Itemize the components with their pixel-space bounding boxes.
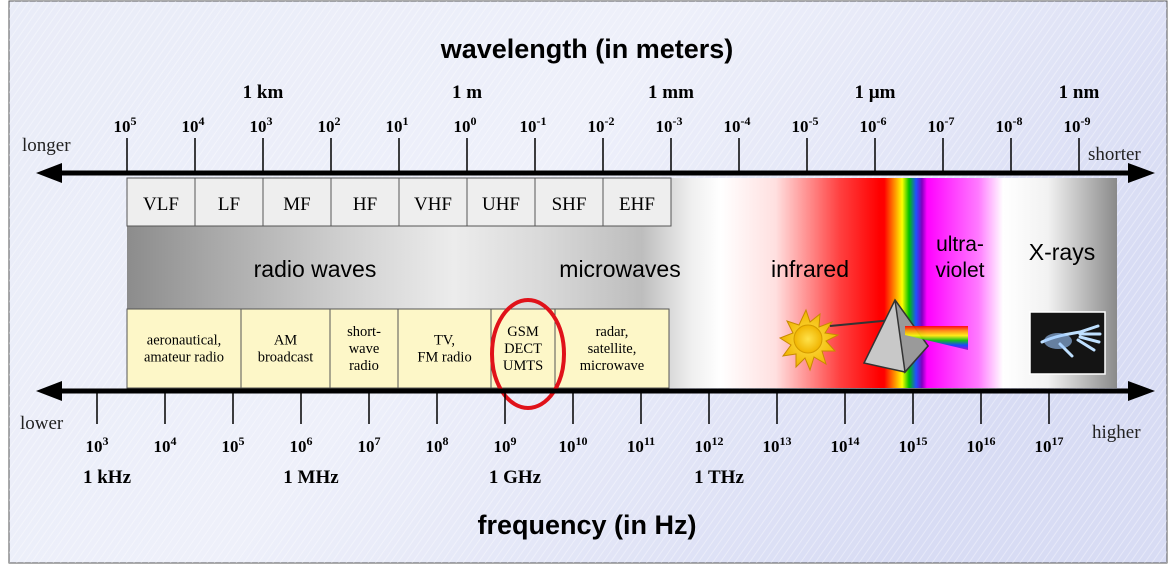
band-box <box>262 177 332 227</box>
ultraviolet-label-line2: violet <box>935 259 984 282</box>
frequency-unit-label: 1 THz <box>694 467 744 488</box>
xray-hand-icon <box>1029 311 1106 375</box>
frequency-ticks: 103 104 105 106 107 108 109 1010 1011 1012 1013 101… <box>83 393 1064 488</box>
band-box <box>398 177 468 227</box>
application-label: amateur radio <box>144 350 224 366</box>
higher-label: higher <box>1092 422 1141 443</box>
frequency-unit-label: 1 MHz <box>283 467 339 488</box>
longer-label: longer <box>22 135 71 156</box>
wavelength-unit-label: 1 µm <box>854 82 895 103</box>
application-label: AM <box>274 333 297 349</box>
application-label: microwave <box>580 358 644 374</box>
application-label: aeronautical, <box>147 333 221 349</box>
application-box <box>397 308 492 389</box>
band-label: EHF <box>619 194 655 215</box>
application-label: wave <box>349 341 380 357</box>
frequency-unit-label: 1 kHz <box>83 467 132 488</box>
application-box <box>554 308 670 389</box>
wavelength-unit-label: 1 km <box>243 82 284 103</box>
application-label: short- <box>347 324 381 340</box>
frequency-unit-label: 1 GHz <box>489 467 542 488</box>
lower-label: lower <box>20 413 64 434</box>
ultraviolet-label-line1: ultra- <box>936 233 984 256</box>
sun-icon <box>778 308 840 372</box>
application-label: satellite, <box>588 341 637 357</box>
highlight-ring <box>490 298 566 410</box>
application-label: FM radio <box>417 350 471 366</box>
radio-waves-label: radio waves <box>254 256 377 282</box>
application-label: TV, <box>434 333 455 349</box>
band-box <box>602 177 672 227</box>
band-label: UHF <box>482 194 520 215</box>
frequency-title: frequency (in Hz) <box>477 510 696 540</box>
application-label: DECT <box>504 341 542 357</box>
band-label: VHF <box>414 194 452 215</box>
prism-icon <box>829 298 968 374</box>
application-label: GSM <box>507 324 539 340</box>
band-label: VLF <box>143 194 179 215</box>
application-label: UMTS <box>503 358 543 374</box>
band-box <box>534 177 604 227</box>
xrays-label: X-rays <box>1029 239 1095 265</box>
band-label: SHF <box>552 194 587 215</box>
application-box <box>490 308 556 389</box>
microwaves-label: microwaves <box>559 256 680 282</box>
wavelength-unit-label: 1 mm <box>648 82 694 103</box>
wavelength-axis <box>36 163 1155 183</box>
wavelength-unit-label: 1 nm <box>1059 82 1100 103</box>
wavelength-title: wavelength (in meters) <box>440 34 734 64</box>
frequency-bands: VLF LF MF HF VHF UHF SHF EHF <box>126 177 672 227</box>
band-label: MF <box>283 194 310 215</box>
application-box <box>126 308 242 389</box>
wavelength-unit-label: 1 m <box>452 82 482 103</box>
application-label: radio <box>349 358 379 374</box>
band-box <box>466 177 536 227</box>
band-label: HF <box>353 194 377 215</box>
frequency-axis <box>36 381 1155 401</box>
shorter-label: shorter <box>1088 144 1141 165</box>
application-label: broadcast <box>258 350 314 366</box>
infrared-label: infrared <box>771 256 849 282</box>
application-label: radar, <box>596 324 629 340</box>
application-box <box>240 308 331 389</box>
band-box <box>330 177 400 227</box>
application-box <box>329 308 399 389</box>
band-label: LF <box>218 194 240 215</box>
